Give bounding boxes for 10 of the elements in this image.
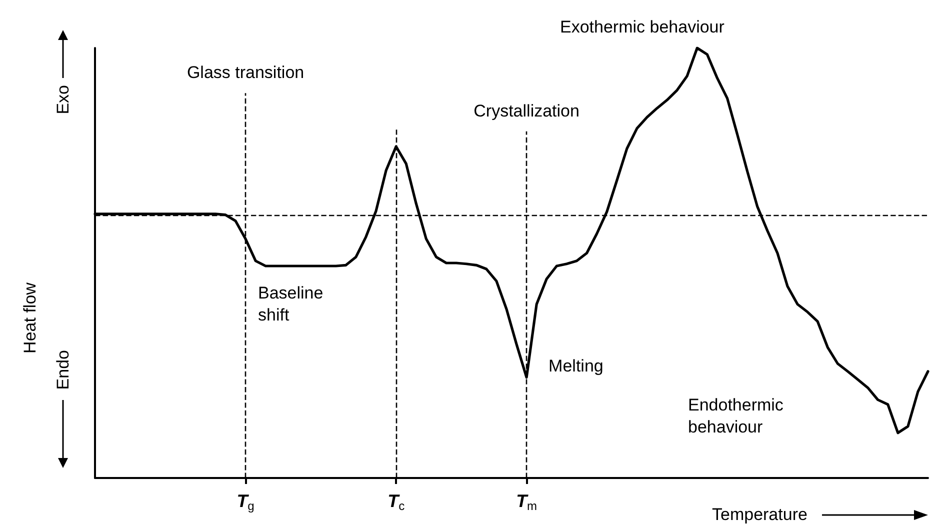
annotation: Endothermic behaviour	[688, 396, 788, 436]
x-axis-title: Temperature	[712, 505, 808, 524]
ref-line-label: Glass transition	[186, 63, 304, 82]
text: Exo	[54, 84, 72, 114]
annotation: Baseline shift	[258, 284, 328, 324]
text: Endo	[54, 350, 72, 390]
y-axis-title: Heat flow	[20, 282, 40, 354]
annotation: Melting	[548, 356, 604, 376]
text: Exothermic behaviour	[560, 18, 725, 36]
ref-line-label: Crystallization	[474, 101, 580, 120]
